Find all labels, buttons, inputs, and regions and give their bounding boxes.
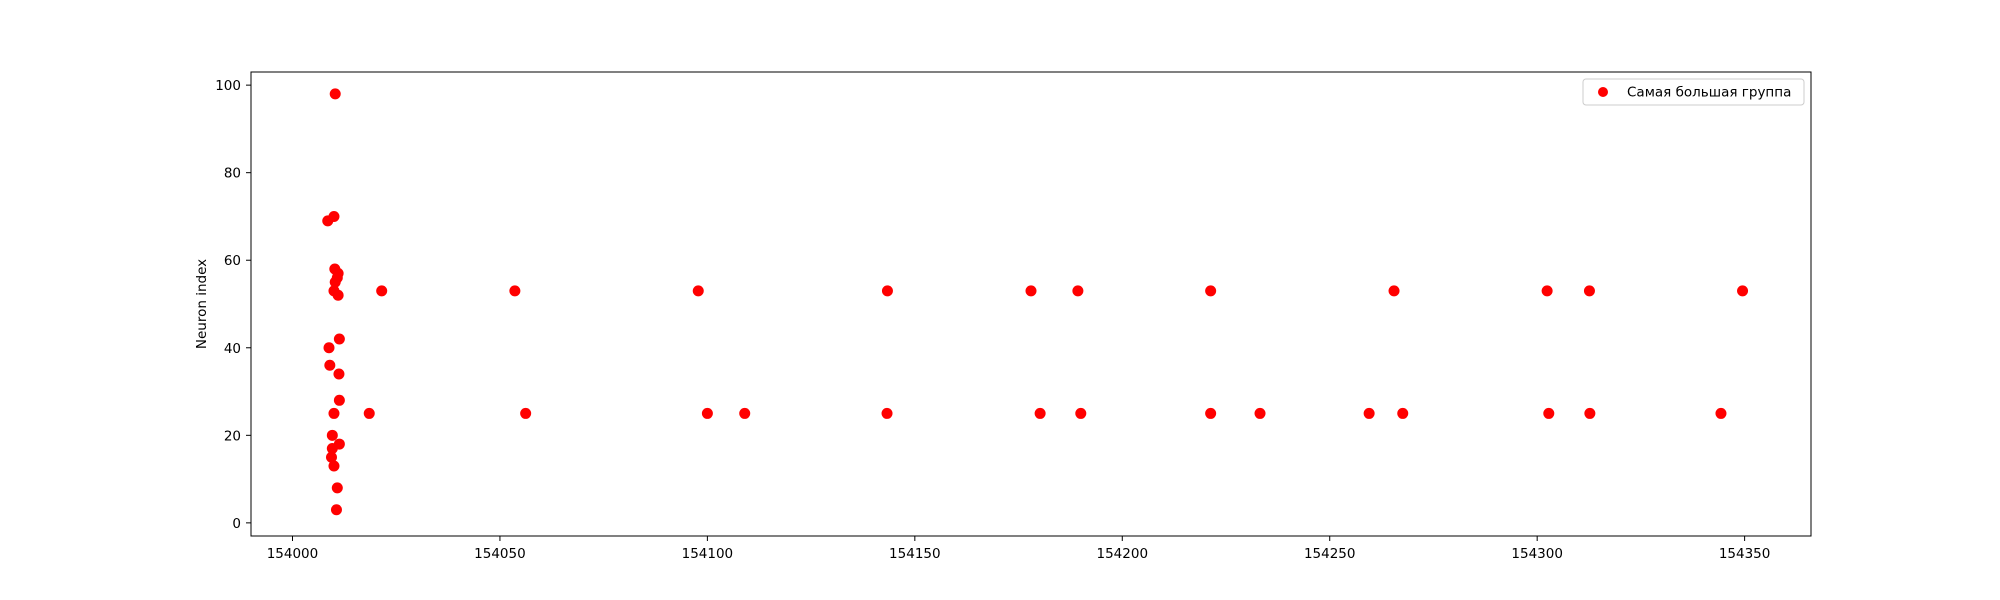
x-tick-label: 154000 <box>267 546 319 562</box>
data-point <box>332 289 344 301</box>
data-point <box>328 407 340 419</box>
data-point <box>881 407 893 419</box>
data-point <box>1388 285 1400 297</box>
y-tick-label: 0 <box>232 516 241 532</box>
legend-box <box>1582 78 1805 106</box>
data-point <box>1584 407 1596 419</box>
data-point <box>1254 407 1266 419</box>
x-tick-label: 154050 <box>474 546 526 562</box>
data-point <box>333 394 345 406</box>
legend: Самая большая группа <box>1582 78 1805 106</box>
data-point <box>1715 407 1727 419</box>
data-point <box>1397 407 1409 419</box>
x-tick-label: 154300 <box>1511 546 1563 562</box>
x-axis-ticks: 154000 154050 154100 154150 154200 154250 1543… <box>267 536 1771 562</box>
data-point <box>1034 407 1046 419</box>
data-point <box>1737 285 1749 297</box>
data-point <box>739 407 751 419</box>
data-point <box>324 359 336 371</box>
data-point <box>333 368 345 380</box>
legend-label: Самая большая группа <box>1627 85 1791 101</box>
data-point <box>1072 285 1084 297</box>
data-point <box>329 88 341 100</box>
y-tick-label: 20 <box>224 428 241 444</box>
x-tick-label: 154100 <box>682 546 734 562</box>
data-point <box>376 285 388 297</box>
data-point <box>326 429 338 441</box>
data-point <box>1025 285 1037 297</box>
data-point <box>1541 285 1553 297</box>
data-point <box>1075 407 1087 419</box>
data-point <box>331 482 343 494</box>
data-point <box>692 285 704 297</box>
data-point <box>701 407 713 419</box>
y-tick-label: 60 <box>224 253 241 269</box>
x-tick-label: 154350 <box>1719 546 1771 562</box>
x-tick-label: 154150 <box>889 546 941 562</box>
data-point <box>363 407 375 419</box>
y-tick-label: 40 <box>224 341 241 357</box>
data-point <box>326 442 338 454</box>
x-tick-label: 154200 <box>1097 546 1149 562</box>
data-point <box>325 451 337 463</box>
data-point <box>333 333 345 345</box>
data-point <box>520 407 532 419</box>
y-tick-label: 80 <box>224 166 241 182</box>
data-points <box>322 88 1749 516</box>
x-tick-label: 154250 <box>1304 546 1356 562</box>
data-point <box>1205 285 1217 297</box>
data-point <box>322 215 334 227</box>
legend-marker <box>1598 87 1608 97</box>
data-point <box>328 460 340 472</box>
y-axis-label: Neuron index <box>194 259 210 349</box>
data-point <box>330 504 342 516</box>
y-tick-label: 100 <box>215 78 241 94</box>
data-point <box>881 285 893 297</box>
data-point <box>509 285 521 297</box>
data-point <box>329 276 341 288</box>
plot-area-frame <box>250 71 1812 537</box>
data-point <box>1543 407 1555 419</box>
data-point <box>1363 407 1375 419</box>
data-point <box>1583 285 1595 297</box>
y-axis-ticks: 0 20 40 60 80 100 <box>215 78 251 532</box>
data-point <box>1205 407 1217 419</box>
data-point <box>323 342 335 354</box>
